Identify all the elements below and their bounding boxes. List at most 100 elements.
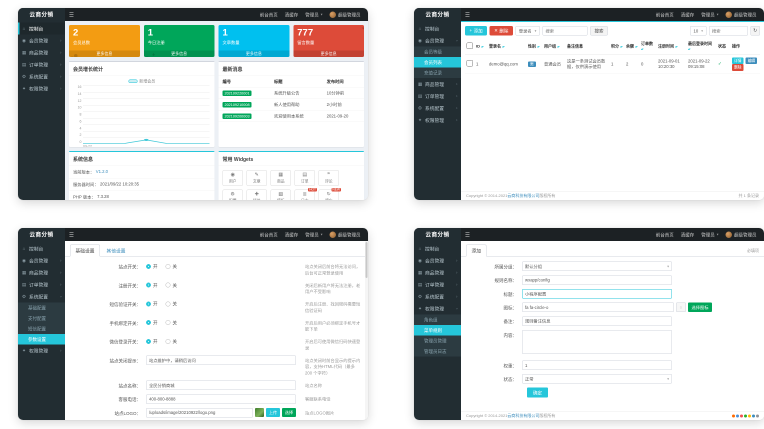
app-logo[interactable]: 云商分销 [18, 8, 65, 21]
radio-on[interactable]: 开 [146, 282, 158, 289]
tab-other-settings[interactable]: 其他设置 [106, 248, 126, 255]
sidebar-item-members[interactable]: ◉ 会员管理 › [414, 255, 461, 267]
sidebar-toggle-icon[interactable]: ☰ [465, 11, 470, 18]
widget-orders[interactable]: ▤ 订单 [294, 170, 315, 186]
topnav-clear-cache[interactable]: 清缓存 [284, 232, 299, 238]
tab-basic-settings[interactable]: 基础设置 [70, 244, 101, 257]
radio-off[interactable]: 关 [165, 263, 177, 270]
topnav-admin-menu[interactable]: 管理员 ▾ [302, 228, 326, 241]
app-logo[interactable]: 云商分销 [414, 8, 461, 21]
sidebar-item-admin-manage[interactable]: 管理员管理 [424, 338, 447, 344]
sort-icon[interactable]: ▴▾ [641, 48, 644, 51]
sort-icon[interactable]: ▴▾ [675, 45, 678, 49]
radio-off[interactable]: 关 [165, 338, 177, 345]
sidebar-item-goods[interactable]: ▦ 商品管理 › [18, 267, 65, 279]
search-input[interactable] [542, 26, 588, 36]
sidebar-item-param-config[interactable]: 参数设置 [18, 334, 65, 345]
widget-logs[interactable]: HOT≣日志 [294, 188, 317, 200]
quick-search-input[interactable] [709, 26, 748, 36]
site-close-tip-input[interactable] [146, 355, 296, 365]
topnav-home[interactable]: 前台首页 [655, 232, 674, 238]
sidebar-item-auth[interactable]: ✦ 权限管理 › [414, 303, 461, 315]
widget-articles[interactable]: ✎ 文章 [246, 170, 267, 186]
sidebar-item-goods[interactable]: ▦ 商品管理 › [414, 78, 461, 90]
sidebar-item-orders[interactable]: ▤ 订单管理 › [414, 90, 461, 102]
radio-on[interactable]: 开 [146, 263, 158, 270]
scrollbar-thumb[interactable] [365, 242, 368, 278]
sidebar-item-config[interactable]: ⚙ 系统配置 › [18, 71, 65, 83]
add-button[interactable]: + 添加 [465, 26, 488, 36]
sidebar-item-config[interactable]: ⚙ 系统配置 › [414, 291, 461, 303]
app-logo[interactable]: 云商分销 [414, 228, 461, 241]
upload-button[interactable]: 上传 [266, 408, 280, 418]
sidebar-item-admin-log[interactable]: 管理员日志 [424, 349, 447, 354]
sort-icon[interactable]: ▴▾ [481, 45, 484, 49]
widget-config[interactable]: ⚙配置 [222, 189, 243, 200]
topnav-clear-cache[interactable]: 清缓存 [680, 232, 695, 238]
logo-path-input[interactable] [146, 407, 253, 418]
radio-off[interactable]: 关 [165, 282, 177, 289]
sidebar-item-config[interactable]: ⚙ 系统配置 › [414, 102, 461, 114]
choose-icon-button[interactable]: 选择图标 [687, 302, 712, 312]
sidebar-item-menu-rules[interactable]: 菜单规则 [414, 325, 461, 336]
sidebar-item-dashboard[interactable]: ⌂ 控制台 [414, 23, 461, 35]
refresh-button[interactable]: ↻ [750, 26, 760, 36]
topnav-admin-menu[interactable]: 管理员 ▾ [698, 8, 722, 21]
sidebar-item-goods[interactable]: ▦ 商品管理 › [414, 267, 461, 279]
select-all-checkbox[interactable] [466, 42, 473, 50]
topnav-user[interactable]: 超级管理员 [326, 8, 364, 21]
topnav-user[interactable]: 超级管理员 [722, 8, 760, 21]
choose-button[interactable]: 选择 [282, 408, 296, 418]
sidebar-item-orders[interactable]: ▤ 订单管理 › [18, 279, 65, 291]
sort-icon[interactable]: ▴▾ [557, 45, 560, 49]
widget-plugins[interactable]: ✚插件 [246, 189, 267, 200]
edit-button[interactable]: 编辑 [745, 57, 758, 65]
group-select[interactable]: 默认分组 ▾ [522, 261, 672, 271]
radio-on[interactable]: 开 [146, 301, 158, 308]
chart-legend[interactable]: 新增会员 [74, 79, 210, 85]
more-info-link[interactable]: 更多信息 [293, 50, 364, 57]
weight-input[interactable] [522, 360, 672, 370]
scrollbar[interactable] [365, 241, 368, 420]
title-input[interactable] [522, 289, 672, 299]
sidebar-toggle-icon[interactable]: ☰ [465, 231, 470, 238]
sidebar-item-config[interactable]: ⚙ 系统配置 › [18, 291, 65, 303]
table-row[interactable]: 202109210008 新人使用帮助 2小时前 [218, 98, 364, 111]
sidebar-item-members[interactable]: ◉ 会员管理 › [18, 255, 65, 267]
radio-on[interactable]: 开 [146, 338, 158, 345]
rule-name-input[interactable] [522, 275, 672, 285]
sidebar-item-orders[interactable]: ▤ 订单管理 › [18, 59, 65, 71]
per-page-select[interactable]: 10 ▾ [690, 26, 707, 36]
more-info-link[interactable]: 更多信息 [143, 50, 215, 57]
widget-cache[interactable]: NEW↻缓存 [318, 188, 341, 200]
more-info-link[interactable]: 更多信息 [218, 50, 290, 57]
sort-icon[interactable]: ▴▾ [620, 45, 623, 49]
detail-button[interactable]: 详情 [732, 57, 744, 65]
search-button[interactable]: 搜索 [589, 26, 608, 36]
tab-add[interactable]: 添加 [466, 244, 487, 257]
topnav-admin-menu[interactable]: 管理员 ▾ [302, 8, 326, 21]
row-checkbox[interactable] [466, 60, 473, 67]
sidebar-item-sms-config[interactable]: 短信配置 [28, 326, 47, 332]
table-row[interactable]: 202109220001 系统升级公告 10分钟前 [218, 87, 364, 99]
radio-off[interactable]: 关 [165, 301, 177, 308]
topnav-home[interactable]: 前台首页 [655, 12, 674, 18]
delete-button[interactable]: ✕ 删除 [489, 26, 513, 36]
widget-templates[interactable]: ▧模板 [270, 189, 291, 200]
copyright-link[interactable]: 云商科技有限公司 [507, 413, 540, 419]
topnav-clear-cache[interactable]: 清缓存 [680, 12, 695, 18]
topnav-user[interactable]: 超级管理员 [722, 228, 760, 241]
widget-users[interactable]: ◉ 用户 [222, 170, 243, 186]
logo-thumbnail[interactable] [255, 408, 264, 418]
sidebar-item-dashboard[interactable]: ⌂ 控制台 [414, 243, 461, 255]
sort-icon[interactable]: ▴▾ [537, 45, 540, 49]
sidebar-item-member-levels[interactable]: 会员等级 [424, 49, 443, 55]
topnav-home[interactable]: 前台首页 [259, 12, 278, 18]
copyright-link[interactable]: 云商科技有限公司 [507, 193, 540, 199]
radio-on[interactable]: 开 [146, 319, 158, 326]
sidebar-item-auth[interactable]: ✦ 权限管理 › [18, 83, 65, 95]
version-link[interactable]: V1.2.0 [95, 169, 109, 174]
service-phone-input[interactable] [146, 394, 296, 404]
sidebar-item-auth[interactable]: ✦ 权限管理 › [18, 345, 65, 357]
more-info-link[interactable]: 更多信息 [69, 50, 140, 57]
